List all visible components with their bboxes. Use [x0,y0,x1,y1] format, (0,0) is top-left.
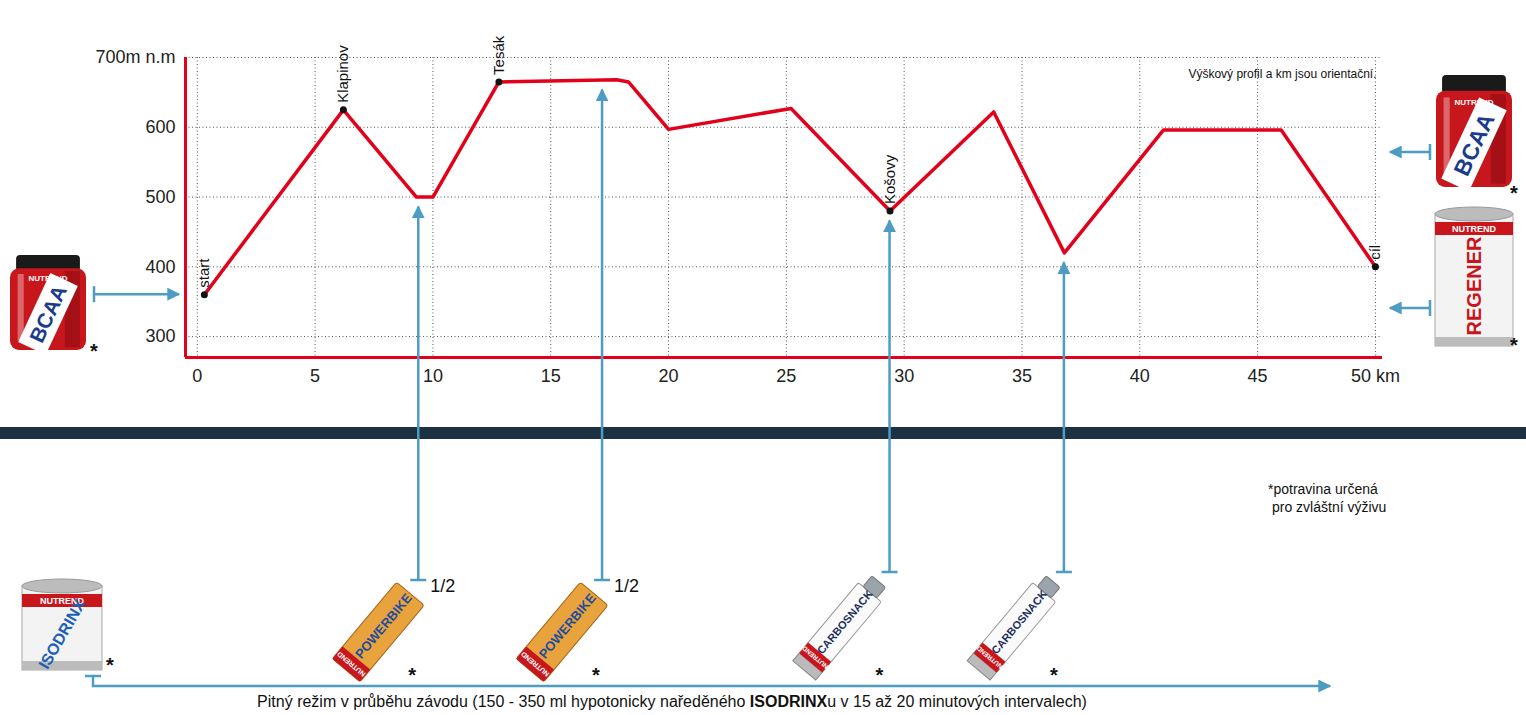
svg-text:NUTREND: NUTREND [975,644,1004,670]
svg-text:CARBOSNACK: CARBOSNACK [815,588,875,657]
svg-text:500: 500 [145,187,175,207]
svg-text:POWERBIKE: POWERBIKE [352,590,415,661]
svg-text:10: 10 [423,366,443,386]
svg-text:cíl: cíl [1366,245,1383,260]
svg-text:30: 30 [894,366,914,386]
svg-text:1/2: 1/2 [430,576,455,596]
svg-text:*potravina určená: *potravina určená [1268,481,1378,497]
svg-text:Výškový profil a km jsou orien: Výškový profil a km jsou orientační. [1188,67,1376,81]
svg-text:POWERBIKE: POWERBIKE [536,590,599,661]
svg-text:BCAA: BCAA [1448,109,1499,180]
svg-text:0: 0 [192,366,202,386]
svg-text:*: * [106,654,114,676]
svg-text:start: start [195,258,212,288]
svg-text:Tesák: Tesák [490,35,507,75]
svg-text:BCAA: BCAA [25,282,71,346]
svg-text:CARBOSNACK: CARBOSNACK [989,588,1049,657]
svg-text:20: 20 [659,366,679,386]
svg-text:35: 35 [1012,366,1032,386]
svg-text:25: 25 [776,366,796,386]
svg-text:*: * [90,340,98,362]
svg-text:NUTREND: NUTREND [1454,98,1493,107]
svg-text:Pitný režim v průběhu závodu (: Pitný režim v průběhu závodu (150 - 350 … [257,693,1087,710]
svg-text:1/2: 1/2 [614,576,639,596]
svg-text:*: * [876,664,884,686]
svg-text:NUTREND: NUTREND [800,644,829,670]
svg-text:40: 40 [1130,366,1150,386]
svg-text:*: * [1510,182,1518,204]
svg-text:ISODRINX: ISODRINX [35,596,89,672]
svg-text:50 km: 50 km [1351,366,1400,386]
svg-text:600: 600 [145,117,175,137]
svg-text:pro zvláštní výživu: pro zvláštní výživu [1272,499,1386,515]
svg-text:700m n.m: 700m n.m [95,47,175,67]
svg-text:Klapinov: Klapinov [334,45,351,103]
svg-text:15: 15 [541,366,561,386]
svg-text:NUTREND: NUTREND [40,596,84,606]
svg-text:45: 45 [1248,366,1268,386]
svg-text:Košovy: Košovy [881,154,898,204]
svg-text:NUTREND: NUTREND [336,651,367,678]
svg-text:5: 5 [310,366,320,386]
svg-text:NUTREND: NUTREND [520,651,551,678]
svg-text:*: * [592,664,600,686]
svg-text:*: * [1050,664,1058,686]
svg-text:400: 400 [145,257,175,277]
svg-text:*: * [408,664,416,686]
svg-text:NUTREND: NUTREND [28,274,67,283]
svg-text:300: 300 [145,326,175,346]
svg-text:REGENER: REGENER [1463,236,1485,335]
svg-text:NUTREND: NUTREND [1452,224,1496,234]
svg-text:*: * [1510,334,1518,356]
